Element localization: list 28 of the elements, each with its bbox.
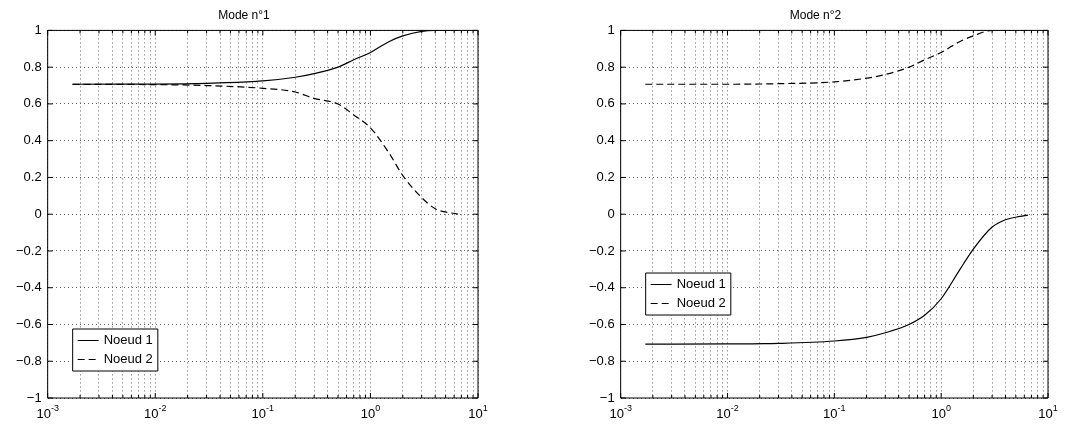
y-tick-label: 0.2 xyxy=(23,169,42,185)
y-tick-label: 0.6 xyxy=(23,95,42,111)
y-tick-label: 0.2 xyxy=(596,169,615,185)
y-tick-label: −1 xyxy=(26,389,42,405)
y-tick-label: −0.8 xyxy=(588,352,615,368)
y-tick-label: 0.6 xyxy=(596,95,615,111)
y-tick-label: 1 xyxy=(34,21,42,37)
y-tick-label: 0.4 xyxy=(596,132,615,148)
y-tick-label: −0.8 xyxy=(15,352,42,368)
legend-label: Noeud 1 xyxy=(676,276,726,292)
y-tick-label: 1 xyxy=(607,21,615,37)
y-tick-label: −0.4 xyxy=(15,279,42,295)
y-tick-label: −1 xyxy=(599,389,615,405)
y-tick-label: 0 xyxy=(34,205,42,221)
y-tick-label: −0.4 xyxy=(588,279,615,295)
legend-label: Noeud 2 xyxy=(103,351,153,367)
y-tick-label: 0 xyxy=(607,205,615,221)
y-tick-label: −0.6 xyxy=(15,316,42,332)
chart-title: Mode n°1 xyxy=(218,7,271,22)
y-tick-label: −0.6 xyxy=(588,316,615,332)
y-tick-label: 0.8 xyxy=(596,58,615,74)
legend-label: Noeud 1 xyxy=(103,332,153,348)
y-tick-label: −0.2 xyxy=(15,242,42,258)
chart-title: Mode n°2 xyxy=(789,7,842,22)
y-tick-label: −0.2 xyxy=(588,242,615,258)
legend-label: Noeud 2 xyxy=(676,295,726,311)
y-tick-label: 0.8 xyxy=(23,58,42,74)
y-tick-label: 0.4 xyxy=(23,132,42,148)
